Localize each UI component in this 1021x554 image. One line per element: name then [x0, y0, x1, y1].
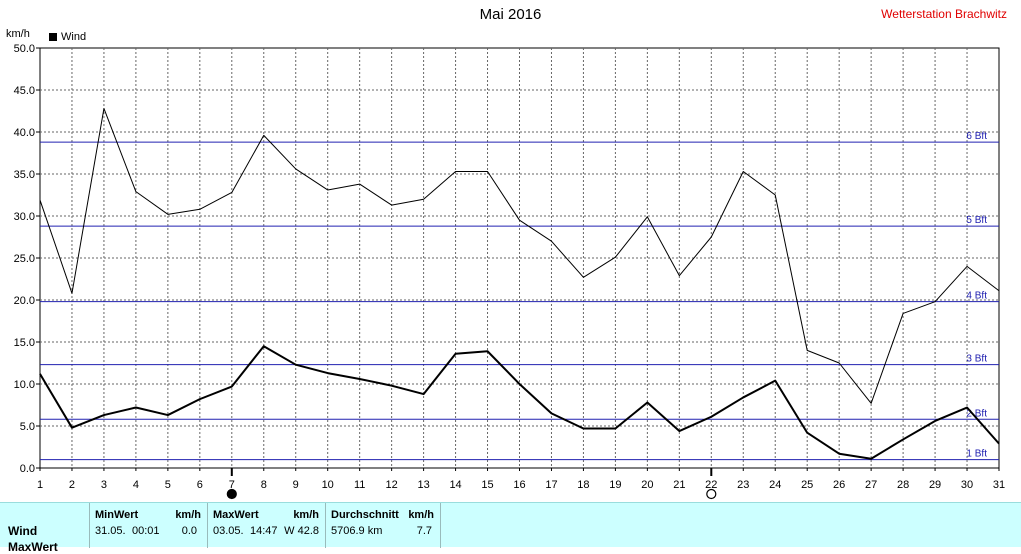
- legend-swatch-icon: [49, 33, 57, 41]
- y-tick-label: 5.0: [20, 421, 35, 433]
- min-header: MinWert: [95, 509, 139, 521]
- x-tick-label: 29: [929, 479, 941, 491]
- beaufort-label: 6 Bft: [966, 131, 987, 142]
- x-tick-label: 25: [801, 479, 813, 491]
- min-value: 0.0: [181, 525, 197, 537]
- y-tick-label: 15.0: [14, 337, 35, 349]
- beaufort-label: 3 Bft: [966, 354, 987, 365]
- y-tick-label: 35.0: [14, 169, 35, 181]
- x-tick-label: 15: [481, 479, 493, 491]
- min-unit: km/h: [175, 509, 201, 521]
- x-tick-label: 21: [673, 479, 685, 491]
- x-tick-label: 23: [737, 479, 749, 491]
- stats-row2-label: MaxWert: [8, 540, 58, 554]
- max-unit: km/h: [293, 509, 319, 521]
- max-time: 14:47: [250, 525, 278, 537]
- avg-header: Durchschnitt: [331, 509, 399, 521]
- x-tick-label: 3: [101, 479, 107, 491]
- x-tick-label: 24: [769, 479, 781, 491]
- x-tick-label: 4: [133, 479, 139, 491]
- y-tick-label: 45.0: [14, 85, 35, 97]
- series-line-average: [39, 345, 1000, 460]
- stats-panel: Wind MaxWert MinWert km/h 31.05. 00:01 0…: [0, 502, 1021, 554]
- x-tick-label: 9: [293, 479, 299, 491]
- y-tick-label: 25.0: [14, 253, 35, 265]
- max-value: W 42.8: [284, 525, 319, 537]
- avg-cell: Durchschnitt km/h 5706.9 km 7.7: [325, 503, 441, 548]
- x-tick-label: 12: [386, 479, 398, 491]
- x-tick-label: 22: [705, 479, 717, 491]
- beaufort-label: 1 Bft: [966, 449, 987, 460]
- beaufort-label: 5 Bft: [966, 215, 987, 226]
- beaufort-label: 2 Bft: [966, 408, 987, 419]
- x-tick-label: 13: [417, 479, 429, 491]
- x-tick-label: 16: [513, 479, 525, 491]
- y-tick-label: 0.0: [20, 463, 35, 475]
- x-tick-label: 17: [545, 479, 557, 491]
- station-name: Wetterstation Brachwitz: [881, 7, 1007, 21]
- legend-label: Wind: [61, 31, 87, 43]
- stats-row-label: Wind: [8, 524, 38, 538]
- legend: Wind: [49, 31, 86, 43]
- y-tick-label: 30.0: [14, 211, 35, 223]
- max-date: 03.05.: [213, 525, 244, 537]
- wind-chart: 0.0 5.0 10.0 15.0 20.0 25.0 30.0 35.0 40.0 45.0 50…: [14, 43, 1005, 500]
- x-tick-label: 2: [69, 479, 75, 491]
- min-time: 00:01: [132, 525, 160, 537]
- x-tick-label: 8: [261, 479, 267, 491]
- chart-title: Mai 2016: [479, 6, 542, 23]
- x-tick-label: 30: [961, 479, 973, 491]
- y-tick-label: 10.0: [14, 379, 35, 391]
- min-cell: MinWert km/h 31.05. 00:01 0.0: [89, 503, 207, 548]
- max-cell: MaxWert km/h 03.05. 14:47 W 42.8: [207, 503, 325, 548]
- y-tick-label: 50.0: [14, 43, 35, 55]
- full-moon-icon: [226, 488, 237, 500]
- x-tick-label: 28: [897, 479, 909, 491]
- x-tick-label: 5: [165, 479, 171, 491]
- y-axis-unit: km/h: [6, 28, 30, 40]
- x-tick-label: 11: [354, 479, 365, 491]
- x-tick-label: 18: [577, 479, 589, 491]
- x-tick-label: 1: [37, 479, 43, 491]
- x-tick-label: 6: [197, 479, 203, 491]
- x-tick-label: 31: [993, 479, 1005, 491]
- series-line-maximum: [39, 107, 1000, 404]
- x-tick-label: 10: [322, 479, 334, 491]
- avg-unit: km/h: [408, 509, 434, 521]
- x-tick-label: 14: [449, 479, 461, 491]
- x-tick-label: 7: [229, 479, 235, 491]
- y-tick-label: 40.0: [14, 127, 35, 139]
- avg-value: 7.7: [416, 525, 432, 537]
- min-date: 31.05.: [95, 525, 126, 537]
- avg-distance: 5706.9 km: [331, 525, 383, 537]
- beaufort-label: 4 Bft: [966, 291, 987, 302]
- y-tick-label: 20.0: [14, 295, 35, 307]
- x-tick-label: 20: [641, 479, 653, 491]
- x-tick-label: 19: [609, 479, 621, 491]
- new-moon-icon: [706, 488, 717, 500]
- x-tick-label: 26: [833, 479, 845, 491]
- max-header: MaxWert: [213, 509, 259, 521]
- x-tick-label: 27: [865, 479, 877, 491]
